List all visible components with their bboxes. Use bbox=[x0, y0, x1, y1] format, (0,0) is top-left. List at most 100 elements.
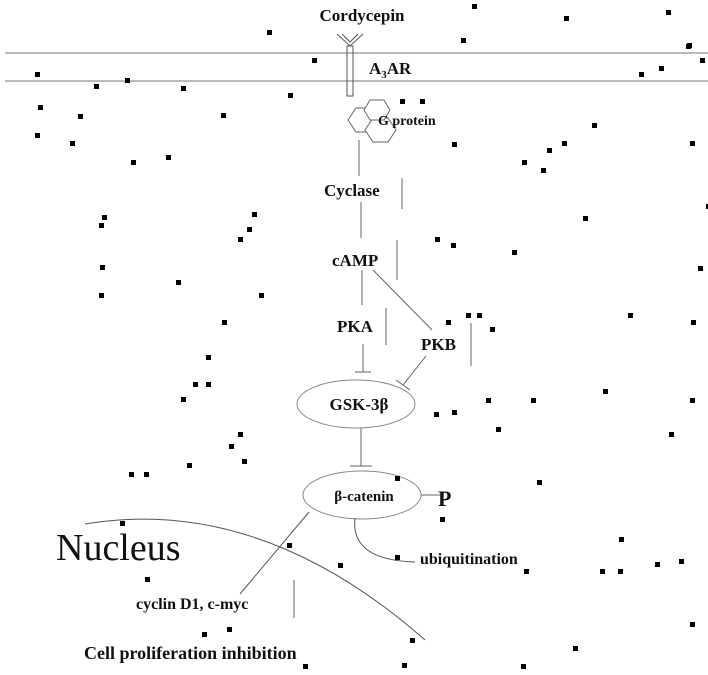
noise-speck bbox=[512, 250, 517, 255]
noise-speck bbox=[166, 155, 171, 160]
catenin-ellipse bbox=[302, 470, 422, 520]
noise-speck bbox=[472, 4, 477, 9]
noise-speck bbox=[227, 627, 232, 632]
receptor-label-sub: 3 bbox=[381, 69, 387, 81]
noise-speck bbox=[531, 398, 536, 403]
noise-speck bbox=[131, 160, 136, 165]
noise-speck bbox=[524, 569, 529, 574]
receptor-label-main: A bbox=[369, 59, 382, 78]
g-protein-label: G protein bbox=[378, 114, 436, 129]
noise-speck bbox=[451, 243, 456, 248]
noise-speck bbox=[420, 99, 425, 104]
noise-speck bbox=[440, 517, 445, 522]
noise-speck bbox=[100, 265, 105, 270]
noise-speck bbox=[38, 105, 43, 110]
noise-speck bbox=[395, 476, 400, 481]
noise-speck bbox=[452, 142, 457, 147]
noise-speck bbox=[619, 537, 624, 542]
noise-speck bbox=[655, 562, 660, 567]
noise-speck bbox=[486, 398, 491, 403]
inhibit-pkb-gsk3b bbox=[402, 355, 427, 386]
noise-speck bbox=[70, 141, 75, 146]
noise-speck bbox=[477, 313, 482, 318]
noise-speck bbox=[99, 223, 104, 228]
arrow-camp-pkb bbox=[372, 269, 433, 331]
noise-speck bbox=[400, 99, 405, 104]
noise-speck bbox=[181, 397, 186, 402]
noise-speck bbox=[395, 555, 400, 560]
inhibit-pkb-gsk3b-bar bbox=[395, 379, 411, 391]
noise-speck bbox=[267, 30, 272, 35]
noise-speck bbox=[238, 237, 243, 242]
camp-label: cAMP bbox=[332, 251, 378, 270]
noise-speck bbox=[221, 113, 226, 118]
noise-speck bbox=[193, 382, 198, 387]
noise-speck bbox=[222, 320, 227, 325]
noise-speck bbox=[639, 72, 644, 77]
receptor-label: A3AR bbox=[369, 59, 412, 81]
noise-speck bbox=[252, 212, 257, 217]
noise-speck bbox=[287, 543, 292, 548]
noise-speck bbox=[176, 280, 181, 285]
noise-speck bbox=[706, 204, 708, 209]
noise-speck bbox=[466, 313, 471, 318]
noise-speck bbox=[434, 412, 439, 417]
scan-noise bbox=[35, 4, 708, 669]
noise-speck bbox=[312, 58, 317, 63]
noise-speck bbox=[496, 427, 501, 432]
noise-speck bbox=[259, 293, 264, 298]
noise-speck bbox=[679, 559, 684, 564]
targets-label: cyclin D1, c-myc bbox=[136, 596, 248, 613]
noise-speck bbox=[145, 577, 150, 582]
pka-label: PKA bbox=[337, 317, 374, 336]
noise-speck bbox=[490, 327, 495, 332]
noise-speck bbox=[78, 114, 83, 119]
receptor-shape bbox=[336, 33, 364, 97]
noise-speck bbox=[700, 58, 705, 63]
noise-speck bbox=[410, 638, 415, 643]
noise-speck bbox=[690, 622, 695, 627]
outcome-label: Cell proliferation inhibition bbox=[84, 643, 297, 663]
noise-speck bbox=[666, 10, 671, 15]
receptor-label-tail: AR bbox=[387, 59, 412, 78]
catenin-to-nucleus-line bbox=[239, 511, 310, 595]
gsk3b-label: GSK-3β bbox=[329, 395, 388, 414]
noise-speck bbox=[573, 646, 578, 651]
noise-speck bbox=[592, 123, 597, 128]
noise-speck bbox=[229, 444, 234, 449]
noise-speck bbox=[521, 664, 526, 669]
noise-speck bbox=[562, 141, 567, 146]
noise-speck bbox=[338, 563, 343, 568]
noise-speck bbox=[99, 293, 104, 298]
noise-speck bbox=[686, 44, 691, 49]
noise-speck bbox=[102, 215, 107, 220]
gsk3b-ellipse bbox=[296, 379, 416, 429]
noise-speck bbox=[120, 521, 125, 526]
noise-speck bbox=[583, 216, 588, 221]
noise-speck bbox=[435, 237, 440, 242]
g-protein-shape bbox=[347, 99, 397, 143]
nucleus-label: Nucleus bbox=[56, 527, 181, 569]
noise-speck bbox=[238, 432, 243, 437]
noise-speck bbox=[206, 382, 211, 387]
ubiquitination-label: ubiquitination bbox=[420, 551, 518, 568]
noise-speck bbox=[600, 569, 605, 574]
noise-speck bbox=[94, 84, 99, 89]
noise-speck bbox=[206, 355, 211, 360]
noise-speck bbox=[547, 148, 552, 153]
noise-speck bbox=[603, 389, 608, 394]
noise-speck bbox=[628, 313, 633, 318]
noise-speck bbox=[537, 480, 542, 485]
noise-speck bbox=[247, 227, 252, 232]
noise-speck bbox=[187, 463, 192, 468]
noise-speck bbox=[181, 86, 186, 91]
noise-speck bbox=[691, 320, 696, 325]
noise-speck bbox=[446, 320, 451, 325]
noise-speck bbox=[659, 66, 664, 71]
nuclear-membrane bbox=[84, 518, 426, 641]
noise-speck bbox=[202, 632, 207, 637]
noise-speck bbox=[669, 432, 674, 437]
noise-speck bbox=[698, 266, 703, 271]
noise-speck bbox=[522, 160, 527, 165]
